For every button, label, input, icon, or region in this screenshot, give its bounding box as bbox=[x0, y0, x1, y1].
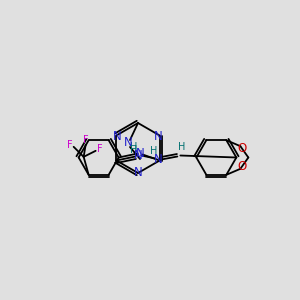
Text: O: O bbox=[238, 142, 247, 155]
Text: N: N bbox=[154, 130, 163, 143]
Text: H: H bbox=[130, 145, 138, 155]
Text: H: H bbox=[150, 146, 157, 157]
Text: H: H bbox=[178, 142, 185, 152]
Text: N: N bbox=[136, 147, 145, 160]
Text: F: F bbox=[97, 144, 103, 154]
Text: F: F bbox=[67, 140, 73, 150]
Text: N: N bbox=[124, 136, 132, 149]
Text: N: N bbox=[134, 166, 142, 178]
Text: H: H bbox=[130, 142, 137, 152]
Text: N: N bbox=[154, 153, 163, 166]
Text: O: O bbox=[238, 160, 247, 173]
Text: N: N bbox=[113, 130, 122, 143]
Text: N: N bbox=[134, 149, 143, 162]
Text: F: F bbox=[83, 135, 88, 145]
